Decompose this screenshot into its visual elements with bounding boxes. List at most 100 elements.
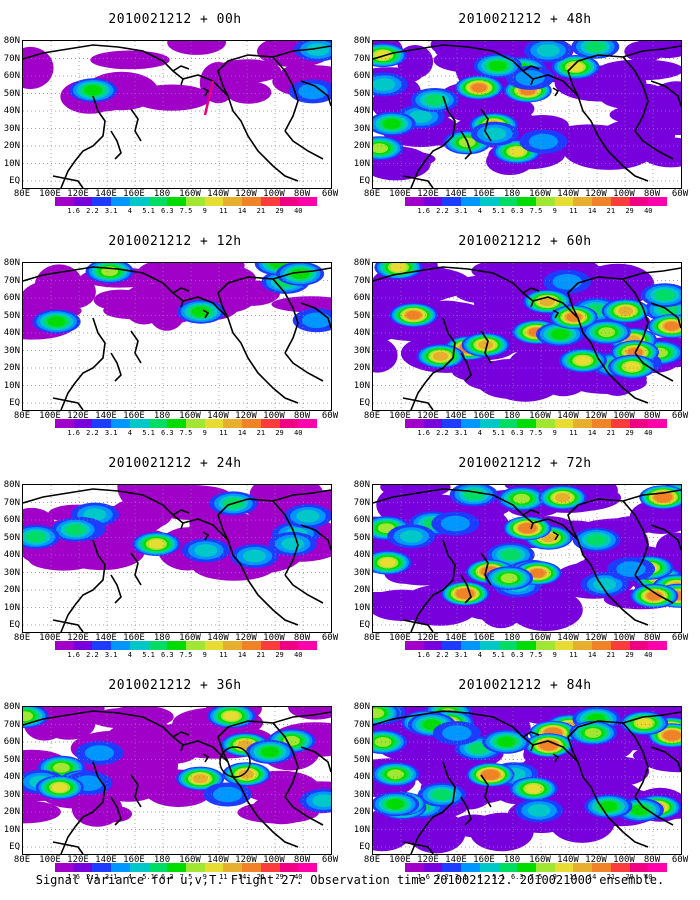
longitude-label: 120E [417, 411, 439, 421]
longitude-label: 140W [207, 633, 229, 643]
variance-blob [147, 290, 186, 331]
variance-blob [23, 711, 33, 721]
colorbar-swatch [442, 419, 462, 428]
latitude-label: EQ [9, 842, 20, 852]
colorbar-label: 21 [256, 207, 266, 215]
colorbar-swatch [73, 863, 93, 872]
forecast-panel: 2010021212 + 84h 80N 70N 60N 50N 40N 30N 20N 10N… [350, 666, 700, 888]
colorbar-label: 40 [644, 207, 653, 215]
longitude-label: 80E [363, 189, 381, 199]
variance-map [372, 40, 682, 189]
variance-shading [23, 41, 331, 114]
variance-map [372, 262, 682, 411]
latitude-label: 10N [353, 380, 370, 391]
latitude-label: 30N [3, 123, 20, 134]
colorbar-labels: 1.6 2.2 3.1 4 5.1 6.3 7.5 9 11 14 21 29 40 [405, 207, 667, 216]
longitude-label: 140W [557, 633, 579, 643]
coastline [567, 267, 681, 319]
colorbar-swatch [517, 197, 537, 206]
coastline [480, 330, 492, 364]
variance-shading [23, 263, 331, 340]
variance-blob [379, 557, 396, 568]
longitude-label: 100W [263, 633, 285, 643]
latitude-label: 80N [3, 258, 20, 268]
variance-blob [298, 83, 328, 100]
coastline [284, 574, 324, 604]
variance-blob [566, 312, 582, 322]
variance-blob [551, 329, 569, 340]
coastline [634, 130, 674, 160]
coastline [460, 574, 472, 604]
colorbar-label: 14 [237, 429, 247, 437]
colorbar-swatch [479, 197, 499, 206]
colorbar-label: 2.2 [436, 207, 449, 215]
colorbar-swatch [423, 641, 443, 650]
colorbar-swatch [186, 641, 205, 650]
longitude-label: 100W [263, 855, 285, 865]
variance-blob [536, 44, 560, 57]
latitude-label: 80N [3, 480, 20, 490]
variance-blob [585, 41, 606, 53]
longitude-label: 180 [503, 855, 521, 865]
forecast-panel: 2010021212 + 24h 80N 70N 60N 50N 40N 30N 20N 10N… [0, 444, 350, 666]
longitude-label: 180 [503, 633, 521, 643]
colorbar-swatch [279, 197, 299, 206]
longitude-label: 140E [95, 855, 117, 865]
latitude-label: 40N [353, 772, 370, 782]
latitude-label: 80N [353, 480, 370, 490]
coastline [410, 761, 456, 854]
variance-blob [544, 124, 635, 156]
coastline [460, 130, 472, 160]
latitude-label: 10N [3, 602, 20, 613]
colorbar-label: 14 [237, 207, 247, 215]
variance-blob [380, 485, 451, 499]
latitude-label: 10N [3, 158, 20, 169]
colorbar-label: 1.6 [67, 873, 81, 881]
colorbar-label: 1.6 [417, 873, 431, 881]
coastline [522, 731, 540, 738]
colorbar-swatch [498, 419, 518, 428]
coastline [480, 552, 492, 586]
longitude-label: 60W [671, 189, 689, 199]
colorbar-swatch [298, 641, 318, 650]
colorbar-swatch [204, 419, 224, 428]
colorbar-swatch [298, 197, 318, 206]
colorbar-label: 29 [275, 429, 284, 437]
longitude-label: 120W [235, 411, 257, 421]
colorbar-label: 1.6 [67, 429, 81, 437]
variance-shading [373, 707, 681, 854]
longitude-label: 140W [207, 411, 229, 421]
colorbar-label: 3.1 [454, 207, 468, 215]
variance-blob [624, 362, 641, 372]
longitude-label: 100E [389, 633, 411, 643]
colorbar-swatch [573, 197, 593, 206]
colorbar-label: 2.2 [436, 651, 449, 659]
colorbar-label: 6.3 [160, 873, 174, 881]
colorbar-label: 2.2 [86, 429, 99, 437]
colorbar-label: 5.1 [142, 873, 155, 881]
colorbar-swatch [498, 863, 518, 872]
colorbar-swatch [554, 197, 574, 206]
coastline [373, 710, 534, 752]
longitude-label: 60W [671, 633, 689, 643]
colorbar-label: 11 [219, 207, 228, 215]
colorbar-swatch [517, 863, 537, 872]
panel-title: 2010021212 + 72h [458, 456, 592, 471]
colorbar-labels: 1.6 2.2 3.1 4 5.1 6.3 7.5 9 11 14 21 29 40 [55, 207, 317, 216]
longitude-label: 160W [529, 855, 551, 865]
coastline [272, 56, 299, 132]
colorbar-label: 7.5 [179, 207, 193, 215]
variance-blob [500, 573, 518, 584]
colorbar-swatch [479, 863, 499, 872]
variance-blob [618, 306, 634, 316]
colorbar-label: 14 [587, 873, 597, 881]
variance-blob [213, 59, 282, 83]
latitude-label: 50N [353, 754, 370, 765]
variance-blob [138, 744, 197, 765]
longitude-label: 80W [643, 411, 661, 421]
coastline [300, 524, 331, 551]
longitude-label: 80E [363, 633, 381, 643]
colorbar-swatch [55, 863, 74, 872]
longitude-label: 80E [13, 411, 31, 421]
colorbar-swatch [73, 641, 93, 650]
